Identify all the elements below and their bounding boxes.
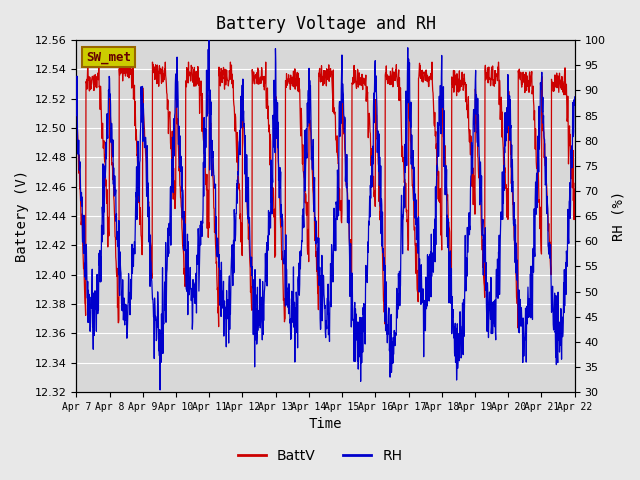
Y-axis label: Battery (V): Battery (V) bbox=[15, 170, 29, 262]
Y-axis label: RH (%): RH (%) bbox=[611, 191, 625, 241]
X-axis label: Time: Time bbox=[308, 418, 342, 432]
Title: Battery Voltage and RH: Battery Voltage and RH bbox=[216, 15, 435, 33]
Text: SW_met: SW_met bbox=[86, 51, 131, 64]
Legend: BattV, RH: BattV, RH bbox=[232, 443, 408, 468]
